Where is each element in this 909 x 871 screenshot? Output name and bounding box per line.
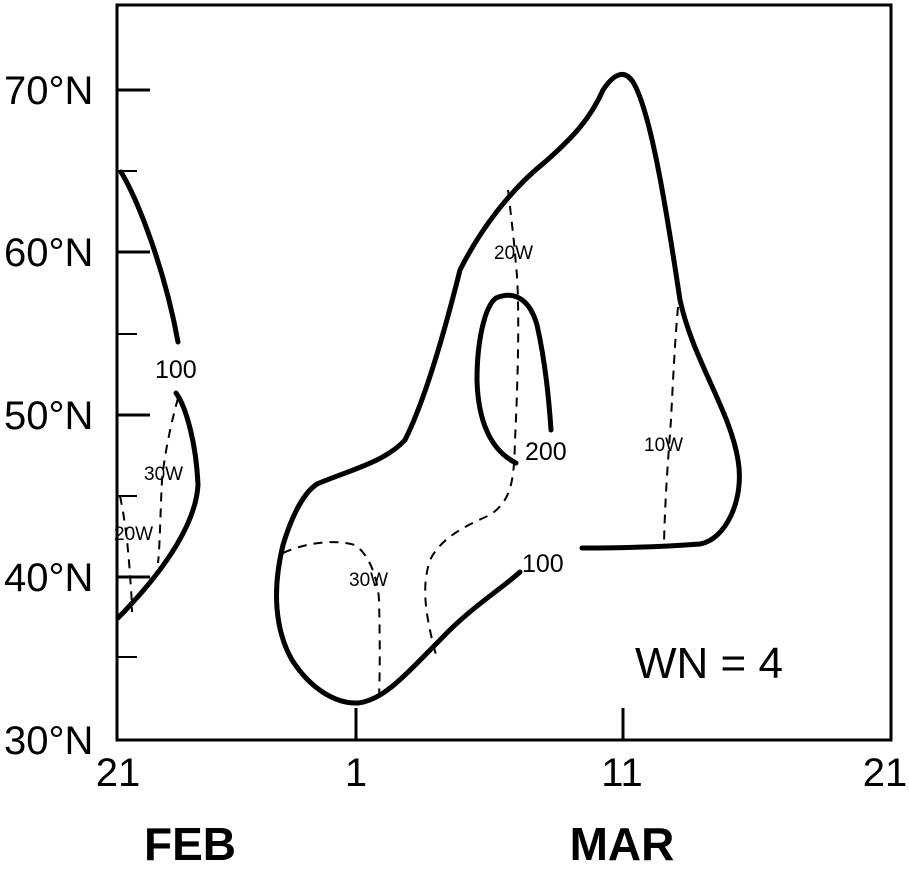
lon-label-20w-main: 20W	[494, 243, 533, 264]
month-label-mar: MAR	[570, 818, 675, 870]
contour-label-100-left: 100	[155, 356, 197, 384]
lon-line-30w-main	[282, 541, 381, 700]
lon-line-20w-left	[119, 495, 133, 613]
y-tick-label-60: 60°N	[4, 231, 93, 275]
month-label-feb: FEB	[144, 818, 236, 870]
y-tick-label-30: 30°N	[4, 719, 93, 763]
x-ticks	[354, 708, 625, 740]
lon-label-30w-left: 30W	[144, 464, 183, 485]
x-tick-label-feb21: 21	[96, 751, 141, 795]
panel-label: WN = 4	[635, 639, 783, 688]
y-ticks	[117, 88, 150, 579]
lon-line-30w-left	[157, 397, 179, 564]
x-tick-label-mar21: 21	[863, 751, 908, 795]
contour-label-200: 200	[525, 438, 567, 466]
lon-label-20w-left: 20W	[114, 524, 153, 545]
contour-200	[474, 292, 554, 466]
y-tick-label-50: 50°N	[4, 394, 93, 438]
y-tick-label-40: 40°N	[4, 556, 93, 600]
lon-label-10w: 10W	[644, 435, 683, 456]
contour-label-100-main: 100	[522, 550, 564, 578]
contour-100-main	[274, 72, 742, 706]
contour-100-left	[115, 169, 201, 621]
lon-line-10w	[663, 306, 679, 544]
lon-label-30w-main: 30W	[349, 570, 388, 591]
plot-frame	[115, 3, 893, 742]
y-tick-label-70: 70°N	[4, 69, 93, 113]
x-tick-label-mar1: 1	[345, 751, 367, 795]
x-tick-label-mar11: 11	[601, 751, 643, 795]
